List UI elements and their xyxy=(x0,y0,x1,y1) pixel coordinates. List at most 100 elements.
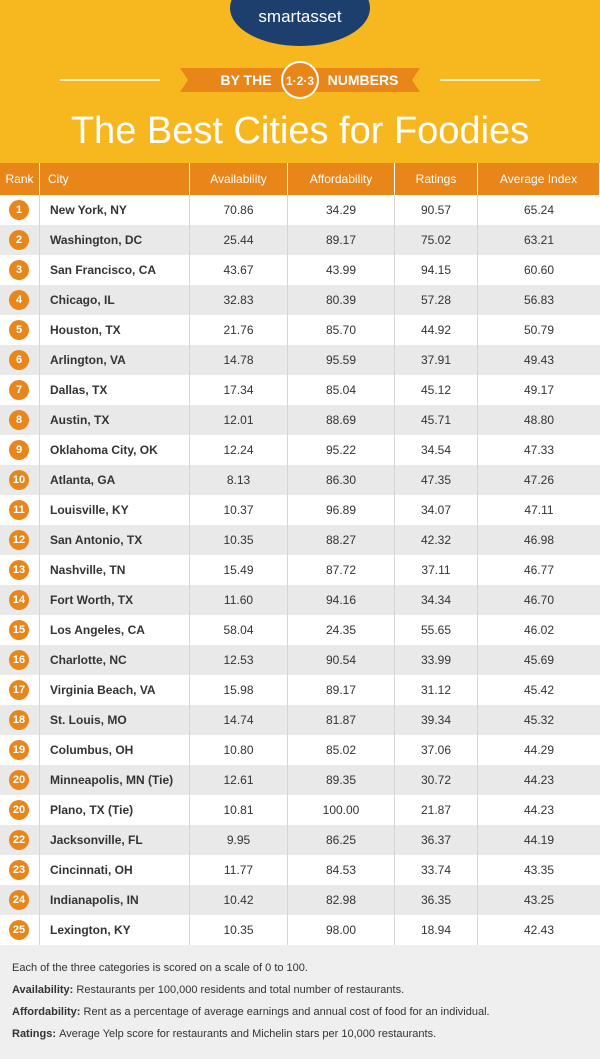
score: 85.02 xyxy=(288,735,395,765)
rank-badge: 23 xyxy=(9,860,29,880)
score: 24.35 xyxy=(288,615,395,645)
score: 57.28 xyxy=(395,285,478,315)
score: 36.37 xyxy=(395,825,478,855)
rank-badge: 11 xyxy=(9,500,29,520)
score: 88.27 xyxy=(288,525,395,555)
row xyxy=(0,285,600,315)
title: The Best Cities for Foodies xyxy=(71,110,529,152)
score: 34.29 xyxy=(288,195,395,225)
score: 84.53 xyxy=(288,855,395,885)
city: Houston, TX xyxy=(40,315,190,345)
rank-cell: 13 xyxy=(0,555,40,585)
rank-cell: 17 xyxy=(0,675,40,705)
score: 43.67 xyxy=(190,255,288,285)
score: 89.17 xyxy=(288,675,395,705)
rank-badge: 24 xyxy=(9,890,29,910)
score: 34.34 xyxy=(395,585,478,615)
city: Minneapolis, MN (Tie) xyxy=(40,765,190,795)
row xyxy=(0,645,600,675)
city: San Antonio, TX xyxy=(40,525,190,555)
note: Each of the three categories is scored o… xyxy=(12,962,308,974)
score: 95.59 xyxy=(288,345,395,375)
rank-badge: 20 xyxy=(9,800,29,820)
city: Columbus, OH xyxy=(40,735,190,765)
score: 44.19 xyxy=(523,833,555,847)
rank-badge: 15 xyxy=(9,620,29,640)
row xyxy=(0,345,600,375)
ribbon-circle xyxy=(281,61,319,99)
score: 58.04 xyxy=(190,615,288,645)
rank-cell: 25 xyxy=(0,915,40,945)
row xyxy=(0,495,600,525)
score: 10.35 xyxy=(190,525,288,555)
score: 70.86 xyxy=(190,195,288,225)
rank-badge: 16 xyxy=(9,650,29,670)
row xyxy=(0,735,600,765)
score: 90.54 xyxy=(288,645,395,675)
score: 12.24 xyxy=(190,435,288,465)
row xyxy=(0,255,600,285)
row xyxy=(0,795,600,825)
score: 45.71 xyxy=(395,405,478,435)
banner-right: NUMBERS xyxy=(328,72,399,88)
score: 15.98 xyxy=(190,675,288,705)
note-label: Ratings: xyxy=(12,1028,56,1040)
city: Louisville, KY xyxy=(40,495,190,525)
score: 98.00 xyxy=(288,915,395,945)
rank-cell: 6 xyxy=(0,345,40,375)
rank-cell: 22 xyxy=(0,825,40,855)
score: 45.42 xyxy=(523,683,555,697)
rank-badge: 18 xyxy=(9,710,29,730)
city: Indianapolis, IN xyxy=(40,885,190,915)
city: Dallas, TX xyxy=(40,375,190,405)
rank-cell: 10 xyxy=(0,465,40,495)
score: 10.37 xyxy=(190,495,288,525)
note: Availability: Restaurants per 100,000 re… xyxy=(12,984,404,996)
rank-badge: 3 xyxy=(9,260,29,280)
score: 44.92 xyxy=(395,315,478,345)
score: 48.80 xyxy=(523,413,555,427)
rank-cell: 11 xyxy=(0,495,40,525)
score: 17.34 xyxy=(190,375,288,405)
rank-badge: 17 xyxy=(9,680,29,700)
city: Nashville, TN xyxy=(40,555,190,585)
row xyxy=(0,435,600,465)
score: 47.35 xyxy=(395,465,478,495)
rank-badge: 14 xyxy=(9,590,29,610)
score: 32.83 xyxy=(190,285,288,315)
city: Washington, DC xyxy=(40,225,190,255)
column-header: Rank xyxy=(0,163,40,195)
score: 12.53 xyxy=(190,645,288,675)
note: Affordability: Rent as a percentage of a… xyxy=(12,1006,490,1018)
city: San Francisco, CA xyxy=(40,255,190,285)
score: 89.17 xyxy=(288,225,395,255)
score: 47.11 xyxy=(524,503,554,517)
score: 37.91 xyxy=(395,345,478,375)
score: 14.78 xyxy=(190,345,288,375)
score: 88.69 xyxy=(288,405,395,435)
column-header: Average Index xyxy=(478,163,600,195)
row xyxy=(0,465,600,495)
row xyxy=(0,705,600,735)
score: 8.13 xyxy=(190,465,288,495)
row xyxy=(0,675,600,705)
rank-badge: 9 xyxy=(9,440,29,460)
city: St. Louis, MO xyxy=(40,705,190,735)
score: 10.42 xyxy=(190,885,288,915)
rank-cell: 9 xyxy=(0,435,40,465)
rank-badge: 5 xyxy=(9,320,29,340)
score: 36.35 xyxy=(395,885,478,915)
score: 46.98 xyxy=(523,533,555,547)
row xyxy=(0,315,600,345)
score: 89.35 xyxy=(288,765,395,795)
score: 43.25 xyxy=(523,893,555,907)
city: Lexington, KY xyxy=(40,915,190,945)
rank-cell: 19 xyxy=(0,735,40,765)
score: 47.33 xyxy=(523,443,555,457)
row xyxy=(0,615,600,645)
score: 47.26 xyxy=(523,473,555,487)
rank-badge: 1 xyxy=(9,200,29,220)
row xyxy=(0,225,600,255)
note-text: Each of the three categories is scored o… xyxy=(12,962,308,974)
score: 95.22 xyxy=(288,435,395,465)
